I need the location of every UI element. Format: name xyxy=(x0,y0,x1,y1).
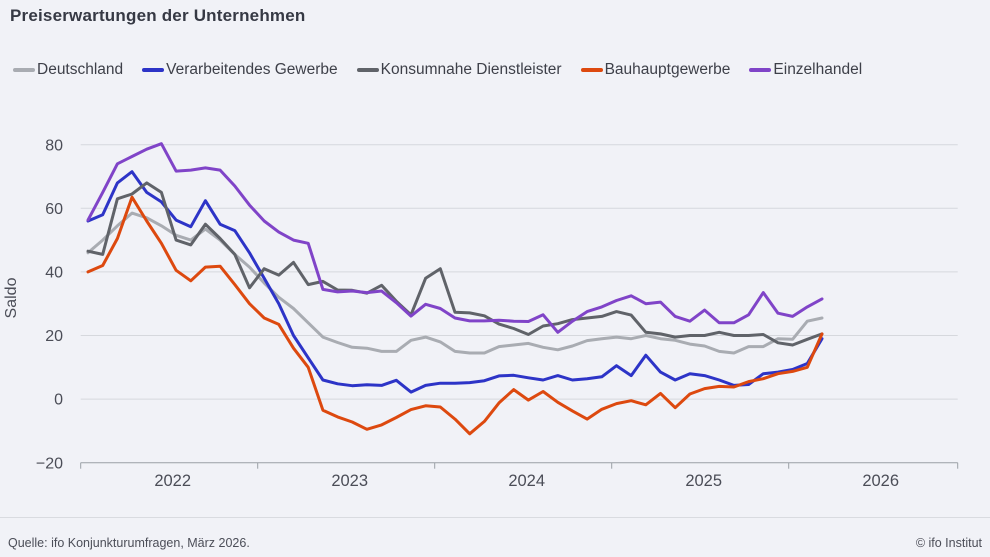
series-line-bauhauptgewerbe[interactable] xyxy=(86,195,824,436)
series-line-einzelhandel[interactable] xyxy=(86,142,824,334)
legend-swatch-einzelhandel xyxy=(749,68,772,72)
legend-swatch-konsumnahe-dienstleister xyxy=(356,68,379,72)
footer: Quelle: ifo Konjunkturumfragen, März 202… xyxy=(0,528,990,557)
legend-label: Einzelhandel xyxy=(773,61,863,78)
y-tick-label: 20 xyxy=(45,328,63,345)
series-line-deutschland[interactable] xyxy=(86,211,824,355)
y-tick-label: 0 xyxy=(54,392,63,409)
y-tick-label: −20 xyxy=(36,455,63,472)
footer-divider xyxy=(0,517,990,518)
x-tick-label: 2025 xyxy=(685,472,722,490)
series-line-konsumnahe-dienstleister[interactable] xyxy=(86,181,824,347)
legend: Deutschland Verarbeitendes Gewerbe Konsu… xyxy=(13,61,986,79)
copyright-note: © ifo Institut xyxy=(915,535,982,550)
y-tick-label: 40 xyxy=(45,265,63,282)
legend-item-einzelhandel[interactable]: Einzelhandel xyxy=(749,61,862,79)
legend-label: Bauhauptgewerbe xyxy=(604,61,731,78)
legend-swatch-verarbeitendes-gewerbe xyxy=(142,68,165,72)
x-tick-label: 2024 xyxy=(508,472,545,490)
legend-swatch-deutschland xyxy=(13,68,35,72)
legend-label: Konsumnahe Dienstleister xyxy=(380,61,562,78)
series-line-verarbeitendes-gewerbe[interactable] xyxy=(86,170,824,394)
legend-label: Deutschland xyxy=(37,61,124,78)
x-tick-label: 2026 xyxy=(862,472,899,490)
legend-item-konsumnahe-dienstleister[interactable]: Konsumnahe Dienstleister xyxy=(356,61,562,79)
x-tick-label: 2023 xyxy=(331,472,368,490)
legend-item-verarbeitendes-gewerbe[interactable]: Verarbeitendes Gewerbe xyxy=(142,61,338,79)
legend-item-bauhauptgewerbe[interactable]: Bauhauptgewerbe xyxy=(580,61,731,79)
x-tick-label: 2022 xyxy=(154,472,191,490)
legend-label: Verarbeitendes Gewerbe xyxy=(166,61,338,78)
y-tick-label: 80 xyxy=(45,137,63,154)
y-axis-title: Saldo xyxy=(3,277,20,318)
y-tick-label: 60 xyxy=(45,201,63,218)
chart-title: Preiserwartungen der Unternehmen xyxy=(10,6,306,25)
legend-swatch-bauhauptgewerbe xyxy=(580,68,603,72)
source-note: Quelle: ifo Konjunkturumfragen, März 202… xyxy=(8,535,250,550)
legend-item-deutschland[interactable]: Deutschland xyxy=(13,61,123,79)
